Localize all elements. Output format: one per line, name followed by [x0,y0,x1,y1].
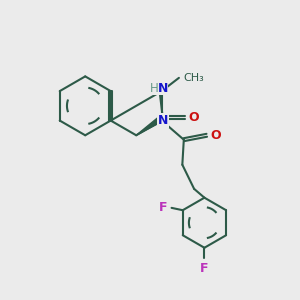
Text: F: F [159,201,168,214]
Text: CH₃: CH₃ [183,73,204,83]
Polygon shape [136,115,164,135]
Text: O: O [211,129,221,142]
Text: F: F [200,262,209,275]
Text: H: H [149,82,158,95]
Text: N: N [158,114,168,127]
Text: N: N [158,82,169,95]
Text: O: O [189,111,199,124]
